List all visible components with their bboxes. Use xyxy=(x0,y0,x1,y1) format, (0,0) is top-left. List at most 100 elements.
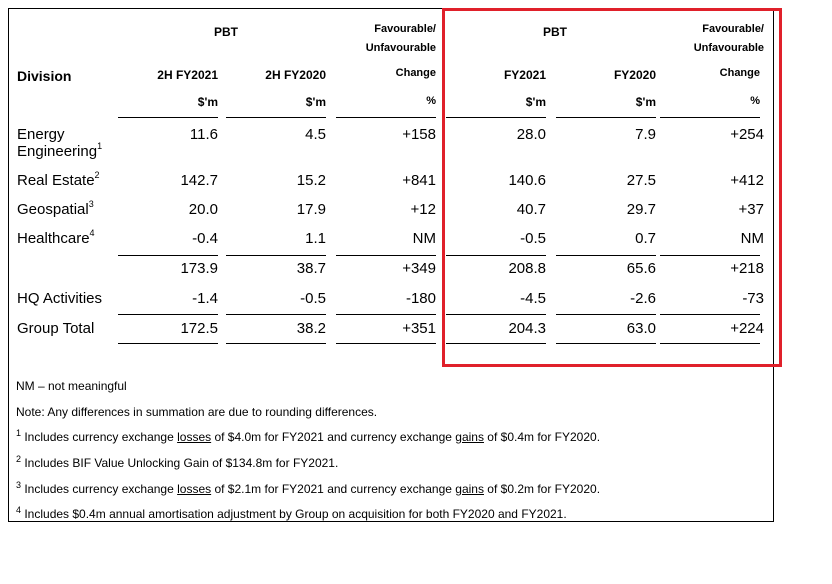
grand-total-rule xyxy=(118,343,218,344)
rounding-note: Note: Any differences in summation are d… xyxy=(16,405,378,419)
grand-total-rule xyxy=(660,343,760,344)
fav-right-header-2: Unfavourable xyxy=(693,42,764,54)
col-2h-fy2020-header: 2H FY2020 xyxy=(265,68,326,82)
footnote-3-text-c: of $0.2m for FY2020. xyxy=(483,482,601,496)
row-label: Real Estate2 xyxy=(17,170,100,189)
table-cell: -4.5 xyxy=(520,290,546,307)
footnote-2-number: 2 xyxy=(16,454,22,464)
table-cell: 17.9 xyxy=(296,201,326,218)
subtotal-rule xyxy=(446,255,546,256)
grand-total-rule xyxy=(556,343,656,344)
col-change-right-header: Change xyxy=(719,67,760,79)
row-label-text: Real Estate xyxy=(17,172,95,189)
table-cell: 40.7 xyxy=(516,201,546,218)
division-header: Division xyxy=(17,68,72,84)
row-label-text: Geospatial xyxy=(17,201,89,218)
table-cell: +254 xyxy=(730,126,764,143)
footnote-3-text-b: of $2.1m for FY2021 and currency exchang… xyxy=(211,482,456,496)
table-cell: -0.5 xyxy=(300,290,326,307)
footnote-2: 2 Includes BIF Value Unlocking Gain of $… xyxy=(16,454,339,470)
header-rule xyxy=(556,117,656,118)
row-label: HQ Activities xyxy=(17,291,102,306)
footnote-2-text: Includes BIF Value Unlocking Gain of $13… xyxy=(21,456,339,470)
grand-total-rule xyxy=(226,343,326,344)
unit-col5: $'m xyxy=(635,95,656,109)
table-cell: 27.5 xyxy=(626,172,656,189)
table-cell: 29.7 xyxy=(626,201,656,218)
row-label-line2: Engineering1 xyxy=(17,141,103,160)
table-cell: 7.9 xyxy=(635,126,656,143)
table-cell: +224 xyxy=(730,320,764,337)
subtotal-rule xyxy=(660,255,760,256)
table-cell: 172.5 xyxy=(180,320,218,337)
unit-col4: $'m xyxy=(525,95,546,109)
total-rule xyxy=(226,314,326,315)
row-label-footnote-ref: 1 xyxy=(97,141,103,151)
footnote-1-gains: gains xyxy=(455,430,484,444)
footnote-1-text-c: of $0.4m for FY2020. xyxy=(483,430,601,444)
footnote-3-gains: gains xyxy=(455,482,484,496)
row-label-text: Group Total xyxy=(17,320,95,337)
table-cell: 38.7 xyxy=(296,260,326,277)
table-cell: 65.6 xyxy=(626,260,656,277)
row-label-text: HQ Activities xyxy=(17,290,103,307)
header-rule xyxy=(660,117,760,118)
table-cell: 20.0 xyxy=(188,201,218,218)
table-cell: 63.0 xyxy=(626,320,656,337)
table-cell: 0.7 xyxy=(635,230,656,247)
header-rule xyxy=(446,117,546,118)
table-cell: 173.9 xyxy=(180,260,218,277)
table-cell: 11.6 xyxy=(189,126,218,143)
row-label: Geospatial3 xyxy=(17,200,94,218)
table-cell: 142.7 xyxy=(180,172,218,189)
total-rule xyxy=(660,314,760,315)
col-fy2020-header: FY2020 xyxy=(613,68,656,82)
footnote-1-number: 1 xyxy=(16,428,22,438)
table-cell: 208.8 xyxy=(508,260,546,277)
unit-col1: $'m xyxy=(197,95,218,109)
footnote-1-losses: losses xyxy=(177,430,212,444)
table-cell: -0.5 xyxy=(520,230,546,247)
footnote-3: 3 Includes currency exchange losses of $… xyxy=(16,480,601,496)
table-cell: NM xyxy=(740,230,764,247)
table-cell: 140.6 xyxy=(508,172,546,189)
footnote-1: 1 Includes currency exchange losses of $… xyxy=(16,428,601,444)
table-cell: -73 xyxy=(742,290,764,307)
footnote-4-text: Includes $0.4m annual amortisation adjus… xyxy=(21,507,567,521)
total-rule xyxy=(336,314,436,315)
row-label-footnote-ref: 2 xyxy=(94,170,100,180)
row-label: Healthcare4 xyxy=(17,228,95,247)
row-label-text: Healthcare xyxy=(17,230,90,247)
header-rule xyxy=(118,117,218,118)
table-frame xyxy=(8,8,774,522)
footnote-1-text-b: of $4.0m for FY2021 and currency exchang… xyxy=(211,430,456,444)
nm-note: NM – not meaningful xyxy=(16,379,127,393)
pbt-left-header: PBT xyxy=(214,25,238,39)
footnote-3-number: 3 xyxy=(16,480,22,490)
highlight-box xyxy=(442,8,782,367)
row-label-text: Engineering xyxy=(17,143,98,160)
header-rule xyxy=(226,117,326,118)
footnote-1-text-a: Includes currency exchange xyxy=(21,430,178,444)
total-rule xyxy=(118,314,218,315)
pbt-right-header: PBT xyxy=(543,25,567,39)
unit-col2: $'m xyxy=(305,95,326,109)
col-2h-fy2021-header: 2H FY2021 xyxy=(157,68,218,82)
unit-col3: % xyxy=(426,95,436,107)
fav-right-header-1: Favourable/ xyxy=(702,23,764,35)
total-rule xyxy=(556,314,656,315)
total-rule xyxy=(446,314,546,315)
table-cell: 1.1 xyxy=(305,230,326,247)
table-cell: +218 xyxy=(730,260,764,277)
row-label-footnote-ref: 4 xyxy=(89,228,95,238)
fav-left-header-1: Favourable/ xyxy=(374,23,436,35)
footnote-3-losses: losses xyxy=(177,482,212,496)
row-label-text: Energy xyxy=(17,126,65,143)
subtotal-rule xyxy=(118,255,218,256)
table-cell: 4.5 xyxy=(305,126,326,143)
table-cell: +349 xyxy=(402,260,436,277)
table-cell: NM xyxy=(412,230,436,247)
footnote-4: 4 Includes $0.4m annual amortisation adj… xyxy=(16,505,567,521)
fav-left-header-2: Unfavourable xyxy=(365,42,436,54)
footnote-4-number: 4 xyxy=(16,505,22,515)
